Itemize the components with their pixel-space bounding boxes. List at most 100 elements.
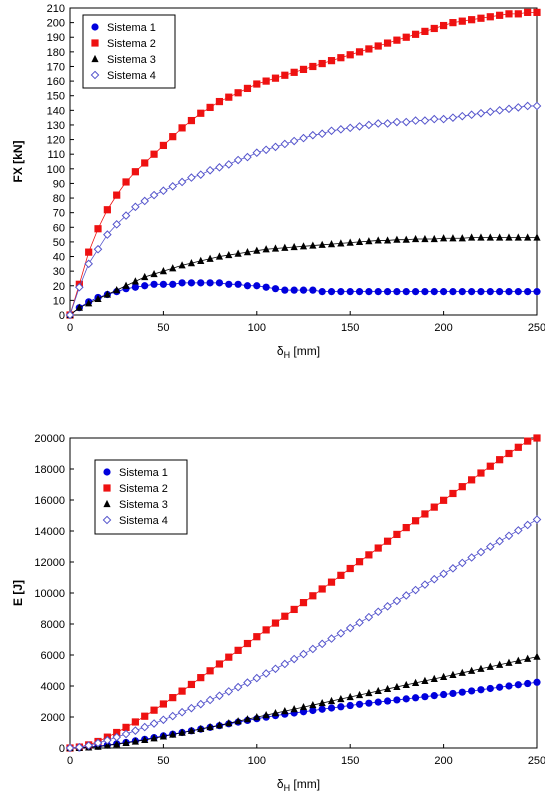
data-point bbox=[429, 114, 439, 124]
data-point bbox=[337, 239, 345, 247]
legend: Sistema 1 Sistema 2 Sistema 3 Sistema 4 bbox=[94, 459, 188, 535]
data-point bbox=[131, 283, 139, 291]
data-point bbox=[393, 288, 401, 296]
data-point bbox=[243, 84, 252, 93]
data-point bbox=[365, 688, 373, 697]
data-point bbox=[365, 551, 373, 559]
data-point bbox=[178, 687, 186, 695]
data-point bbox=[299, 702, 308, 711]
data-point bbox=[421, 288, 429, 296]
data-point bbox=[429, 574, 439, 584]
data-point bbox=[149, 190, 159, 200]
legend-marker bbox=[103, 499, 111, 508]
data-point bbox=[289, 136, 299, 146]
data-point bbox=[402, 680, 410, 689]
data-point bbox=[75, 303, 83, 311]
data-point bbox=[290, 605, 298, 614]
x-tick-label: 50 bbox=[157, 322, 169, 334]
data-point bbox=[496, 456, 504, 464]
series-sistema-2 bbox=[66, 8, 541, 319]
data-point bbox=[169, 264, 177, 272]
data-point bbox=[168, 182, 178, 191]
data-point bbox=[159, 715, 168, 725]
data-point bbox=[440, 496, 448, 504]
data-point bbox=[365, 699, 373, 707]
data-point bbox=[197, 724, 205, 733]
data-point bbox=[486, 662, 494, 670]
data-point bbox=[224, 160, 234, 169]
data-point bbox=[280, 659, 290, 669]
data-point bbox=[365, 45, 373, 53]
data-point bbox=[205, 695, 215, 705]
data-point bbox=[197, 279, 205, 287]
data-point bbox=[327, 704, 336, 712]
data-point bbox=[122, 723, 130, 731]
data-point bbox=[458, 234, 466, 242]
x-tick-label: 200 bbox=[434, 322, 452, 334]
data-point bbox=[215, 279, 224, 287]
data-point bbox=[355, 237, 364, 246]
data-point bbox=[290, 704, 298, 713]
data-point bbox=[318, 288, 326, 296]
data-point bbox=[141, 159, 149, 167]
data-point bbox=[524, 679, 532, 688]
data-point bbox=[243, 639, 252, 648]
data-point bbox=[486, 684, 494, 693]
data-point bbox=[253, 282, 261, 290]
data-point bbox=[355, 122, 364, 131]
data-point bbox=[449, 670, 457, 678]
data-point bbox=[253, 246, 261, 254]
data-point bbox=[383, 288, 392, 296]
y-tick-label: 2000 bbox=[41, 712, 65, 724]
data-point bbox=[393, 696, 401, 704]
data-point bbox=[374, 236, 382, 244]
data-point bbox=[206, 103, 214, 112]
data-point bbox=[281, 286, 289, 294]
data-point bbox=[281, 707, 289, 715]
data-point bbox=[477, 288, 485, 296]
data-point bbox=[393, 682, 401, 691]
data-point bbox=[234, 280, 242, 288]
data-point bbox=[476, 108, 486, 118]
data-point bbox=[374, 686, 382, 695]
data-point bbox=[383, 684, 392, 693]
legend-marker bbox=[91, 39, 99, 47]
data-point bbox=[486, 233, 494, 241]
legend-marker bbox=[103, 468, 111, 476]
data-point bbox=[178, 124, 186, 132]
y-tick-label: 0 bbox=[59, 310, 65, 322]
data-point bbox=[458, 688, 466, 696]
data-point bbox=[477, 469, 485, 477]
data-point bbox=[309, 700, 317, 709]
data-point bbox=[103, 290, 111, 298]
data-point bbox=[234, 717, 242, 725]
data-point bbox=[440, 672, 448, 680]
data-point bbox=[196, 170, 206, 179]
data-point bbox=[131, 726, 140, 735]
data-point bbox=[215, 97, 224, 106]
data-point bbox=[178, 728, 186, 736]
data-point bbox=[327, 126, 336, 136]
x-tick-label: 100 bbox=[248, 322, 266, 334]
data-point bbox=[374, 42, 382, 50]
data-point bbox=[327, 696, 336, 705]
data-point bbox=[309, 241, 317, 249]
data-point bbox=[337, 288, 345, 296]
data-point bbox=[103, 230, 112, 239]
legend-marker bbox=[91, 54, 99, 63]
x-tick-label: 0 bbox=[67, 755, 73, 767]
y-tick-label: 20 bbox=[53, 281, 65, 293]
data-point bbox=[252, 673, 262, 683]
data-point bbox=[496, 288, 504, 296]
data-point bbox=[253, 80, 261, 88]
data-point bbox=[430, 24, 438, 33]
data-point bbox=[383, 602, 392, 611]
data-point bbox=[177, 707, 187, 717]
data-point bbox=[94, 294, 102, 303]
data-point bbox=[309, 286, 317, 294]
data-point bbox=[318, 59, 326, 68]
data-point bbox=[496, 660, 504, 668]
y-tick-label: 140 bbox=[47, 105, 65, 117]
y-tick-label: 14000 bbox=[34, 526, 65, 538]
data-point bbox=[533, 8, 541, 16]
